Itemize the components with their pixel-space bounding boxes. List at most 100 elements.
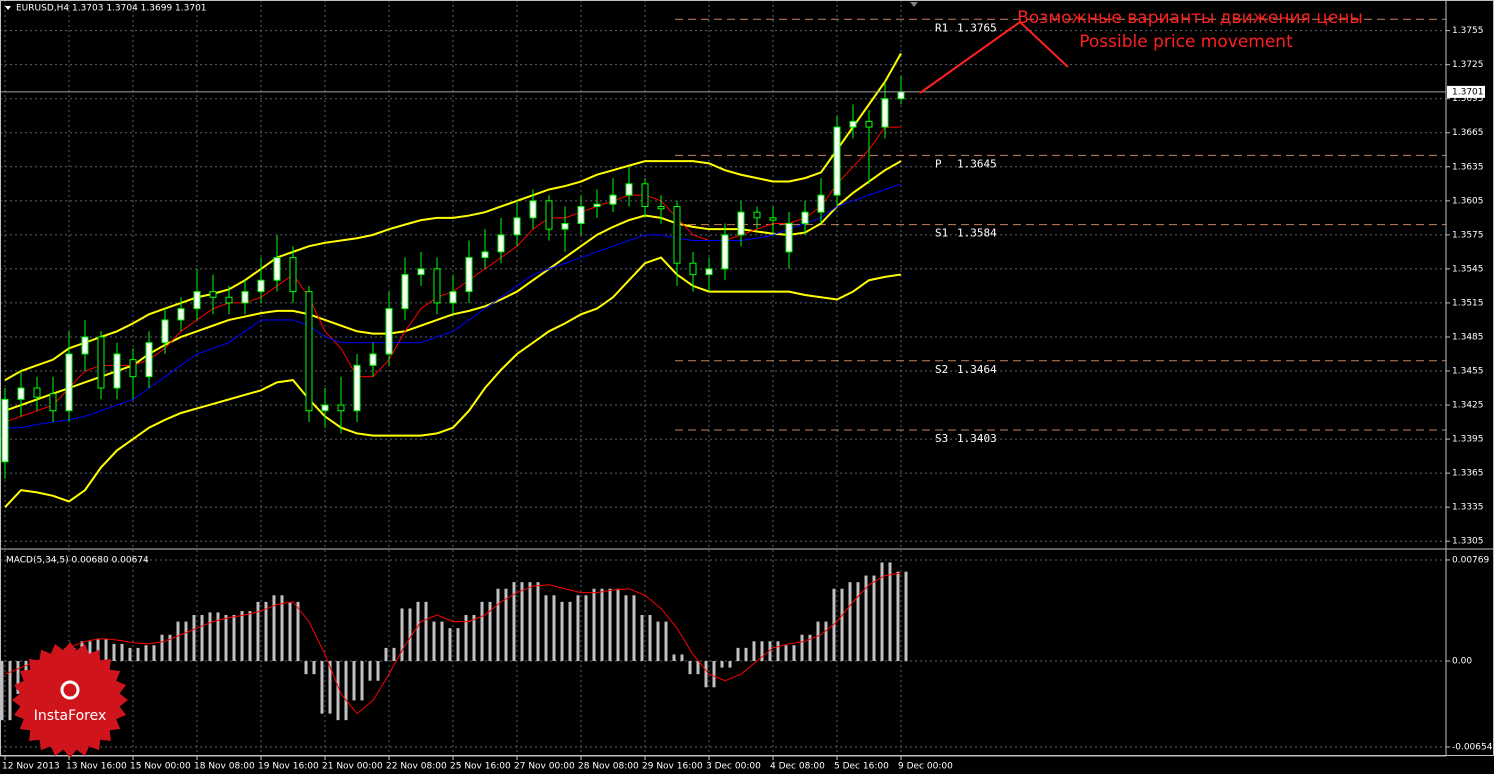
- macd-bar: [832, 588, 836, 662]
- macd-bar: [232, 615, 236, 662]
- macd-bar: [520, 582, 524, 662]
- macd-bar: [208, 612, 212, 662]
- macd-bar: [320, 661, 324, 714]
- candle-body: [65, 353, 73, 412]
- candle-body: [257, 279, 265, 293]
- macd-bar: [168, 634, 172, 662]
- macd-bar: [400, 608, 404, 662]
- macd-bar: [408, 608, 412, 662]
- macd-bar: [456, 628, 460, 662]
- macd-bar: [152, 645, 156, 662]
- macd-bar: [88, 641, 92, 662]
- macd-bar: [496, 588, 500, 662]
- macd-bar: [472, 615, 476, 662]
- macd-bar: [872, 575, 876, 662]
- macd-bar: [616, 588, 620, 662]
- candle-body: [81, 336, 89, 355]
- macd-bar: [528, 582, 532, 662]
- logo: InstaForex: [12, 642, 128, 758]
- macd-bar: [696, 661, 700, 675]
- macd-bar: [600, 588, 604, 662]
- macd-bar: [792, 645, 796, 662]
- macd-bar: [704, 661, 708, 688]
- symbol-icon: [5, 6, 11, 10]
- candle-body: [609, 194, 617, 205]
- macd-bar: [856, 582, 860, 662]
- macd-bar: [216, 612, 220, 662]
- x-tick-label: 27 Nov 00:00: [514, 762, 575, 772]
- macd-bar: [464, 615, 468, 662]
- macd-bar: [560, 601, 564, 662]
- macd-bar: [688, 661, 692, 675]
- y-tick-label: 1.3455: [1452, 367, 1484, 377]
- macd-bar: [160, 634, 164, 662]
- y-tick-label: 1.3335: [1452, 503, 1484, 513]
- candle-body: [881, 98, 889, 128]
- macd-bar: [16, 661, 20, 694]
- y-tick-label: -0.00654: [1452, 742, 1493, 752]
- signal-line: [4, 572, 902, 715]
- candle-body: [1, 398, 9, 463]
- macd-bar: [416, 601, 420, 662]
- pivot-value: 1.3403: [957, 432, 997, 445]
- macd-bar: [664, 621, 668, 662]
- candle-body: [689, 262, 697, 276]
- macd-bar: [288, 601, 292, 662]
- macd-bar: [104, 638, 108, 662]
- y-tick-label: 1.3485: [1452, 332, 1484, 342]
- annotation: Возможные варианты движения цены: [1017, 8, 1363, 28]
- macd-bar: [368, 661, 372, 681]
- candle-body: [177, 308, 185, 321]
- candle-body: [225, 296, 233, 304]
- symbol-title: EURUSD,H4 1.3703 1.3704 1.3699 1.3701: [16, 4, 207, 14]
- macd-bar: [448, 628, 452, 662]
- candle-body: [385, 308, 393, 355]
- macd-bar: [608, 588, 612, 662]
- x-tick-label: 21 Nov 00:00: [322, 762, 383, 772]
- x-tick-label: 18 Nov 08:00: [194, 762, 255, 772]
- candle-body: [353, 364, 361, 412]
- macd-bar: [432, 621, 436, 662]
- annotation: Possible price movement: [1079, 32, 1293, 52]
- macd-bar: [120, 643, 124, 662]
- macd-bar: [680, 654, 684, 662]
- candle-body: [193, 291, 201, 310]
- macd-bar: [552, 595, 556, 662]
- macd-bar: [344, 661, 348, 721]
- macd-bar: [760, 641, 764, 662]
- y-tick-label: 0.00: [1452, 657, 1472, 667]
- candle-body: [481, 251, 489, 259]
- macd-bar: [592, 588, 596, 662]
- candle-body: [865, 120, 873, 128]
- arrow: [919, 20, 1069, 94]
- candle-body: [209, 291, 217, 298]
- macd-bar: [728, 661, 732, 668]
- candle-body: [449, 291, 457, 304]
- candle-body: [721, 234, 729, 270]
- y-tick-label: 1.3725: [1452, 60, 1484, 70]
- macd-bar: [392, 647, 396, 662]
- macd-bar: [176, 621, 180, 662]
- macd-title: MACD(5,34,5) 0.00680 0.00674: [6, 556, 149, 566]
- y-tick-label: 1.3755: [1452, 26, 1484, 36]
- macd-bar: [656, 621, 660, 662]
- macd-bar: [816, 621, 820, 662]
- macd-bar: [480, 601, 484, 662]
- macd-bar: [648, 615, 652, 662]
- x-tick-label: 19 Nov 16:00: [258, 762, 319, 772]
- macd-bar: [504, 588, 508, 662]
- y-tick-label: 1.3575: [1452, 230, 1484, 240]
- logo-icon: [60, 680, 80, 700]
- x-tick-label: 13 Nov 16:00: [66, 762, 127, 772]
- macd-bar: [280, 595, 284, 662]
- macd-bar: [536, 582, 540, 662]
- candle-body: [321, 404, 329, 412]
- y-tick-label: 1.3395: [1452, 435, 1484, 445]
- candle-body: [33, 387, 41, 398]
- indicator-line: [4, 52, 902, 381]
- macd-bar: [880, 562, 884, 662]
- macd-bar: [720, 661, 724, 668]
- macd-bar: [800, 634, 804, 662]
- x-tick-label: 25 Nov 16:00: [450, 762, 511, 772]
- macd-bar: [312, 661, 316, 675]
